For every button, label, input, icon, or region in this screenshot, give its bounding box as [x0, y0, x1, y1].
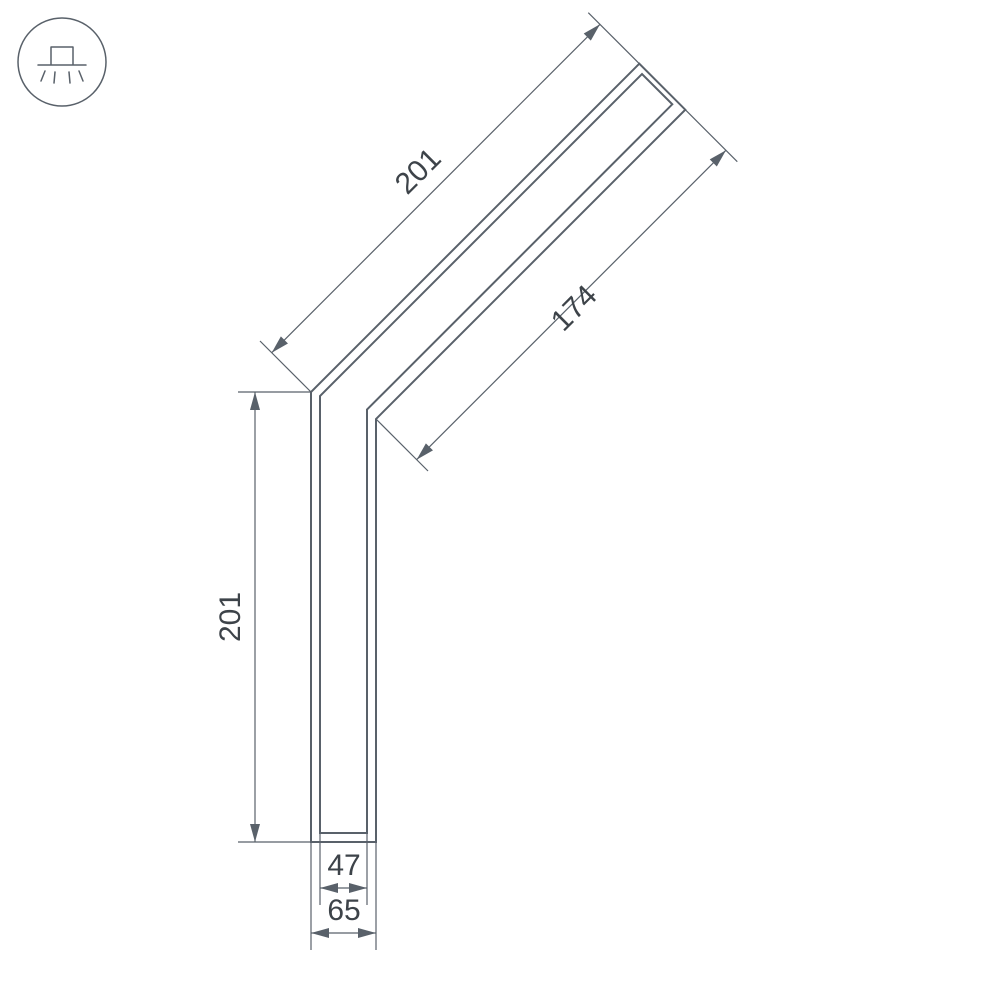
- dim-label-bottom_65: 65: [327, 894, 360, 927]
- dim-label-left_201: 201: [214, 592, 247, 642]
- light-icon: [18, 18, 106, 106]
- dim-label-bottom_47: 47: [327, 849, 360, 882]
- canvas-bg: [0, 0, 1000, 999]
